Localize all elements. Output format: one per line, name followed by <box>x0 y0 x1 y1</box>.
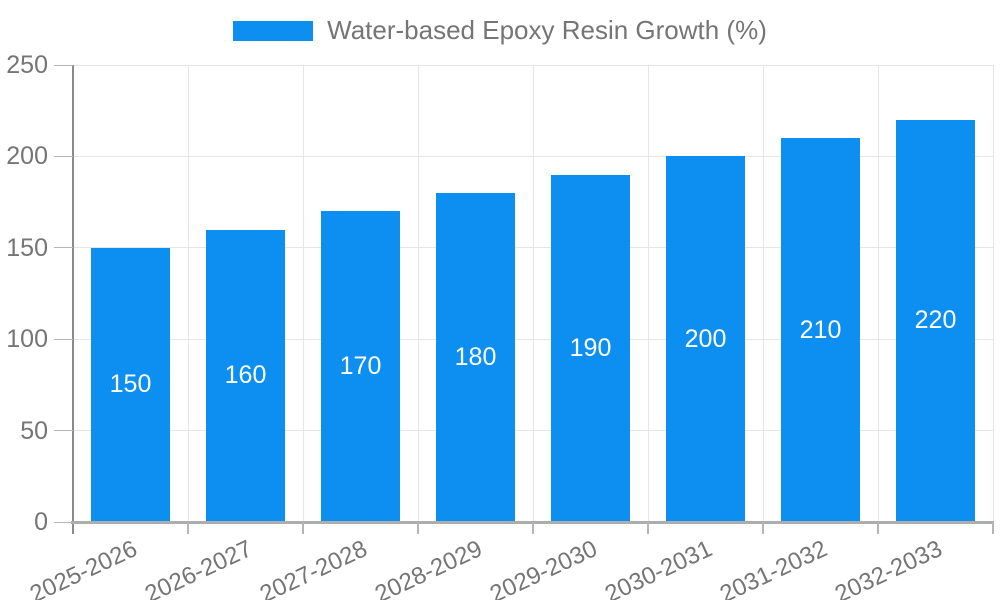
y-tick-mark <box>54 521 73 523</box>
bar[interactable]: 190 <box>551 174 630 522</box>
x-tick-mark <box>302 522 304 534</box>
bar[interactable]: 150 <box>91 247 170 522</box>
x-tick-mark <box>532 522 534 534</box>
bar[interactable]: 200 <box>666 156 745 522</box>
vertical-gridline <box>532 65 534 522</box>
y-axis-tick-label: 0 <box>34 508 48 536</box>
y-axis-tick-label: 150 <box>6 233 48 262</box>
x-tick-mark <box>877 522 879 534</box>
bar[interactable]: 170 <box>321 211 400 522</box>
y-axis-tick-label: 250 <box>6 51 48 79</box>
bar-value-label: 170 <box>339 352 382 381</box>
x-axis-category-label: 2029-2030 <box>485 535 602 600</box>
legend-swatch <box>233 20 314 41</box>
x-tick-mark <box>762 522 764 534</box>
bar[interactable]: 220 <box>896 119 975 522</box>
bar-value-label: 190 <box>569 333 612 362</box>
bar-value-label: 180 <box>454 342 497 371</box>
y-tick-mark <box>54 338 73 340</box>
vertical-gridline <box>877 65 879 522</box>
bar[interactable]: 180 <box>436 192 515 522</box>
x-axis-category-label: 2031-2032 <box>715 535 832 600</box>
x-axis-category-label: 2030-2031 <box>600 535 717 600</box>
vertical-gridline <box>647 65 649 522</box>
x-tick-mark <box>647 522 649 534</box>
bar[interactable]: 160 <box>206 229 285 522</box>
y-axis-tick-label: 50 <box>20 416 48 445</box>
x-axis-category-label: 2032-2033 <box>830 535 947 600</box>
x-axis-category-label: 2025-2026 <box>25 535 142 600</box>
y-axis-tick-label: 100 <box>6 325 48 354</box>
x-axis-category-label: 2026-2027 <box>140 535 257 600</box>
vertical-gridline <box>762 65 764 522</box>
bar-value-label: 220 <box>914 306 957 335</box>
bar-value-label: 150 <box>109 370 152 399</box>
bar-value-label: 210 <box>799 315 842 344</box>
bar-value-label: 160 <box>224 361 267 390</box>
y-tick-mark <box>54 430 73 432</box>
x-tick-mark <box>992 522 994 534</box>
vertical-gridline <box>302 65 304 522</box>
vertical-gridline <box>187 65 189 522</box>
x-axis-category-label: 2028-2029 <box>370 535 487 600</box>
bar-value-label: 200 <box>684 324 727 353</box>
vertical-gridline <box>992 65 994 522</box>
y-axis-line <box>72 65 74 534</box>
vertical-gridline <box>417 65 419 522</box>
legend[interactable]: Water-based Epoxy Resin Growth (%) <box>0 15 1000 46</box>
y-tick-mark <box>54 64 73 66</box>
bar[interactable]: 210 <box>781 138 860 522</box>
legend-label: Water-based Epoxy Resin Growth (%) <box>327 15 767 45</box>
y-tick-mark <box>54 247 73 249</box>
y-axis-tick-label: 200 <box>6 142 48 171</box>
x-tick-mark <box>417 522 419 534</box>
y-tick-mark <box>54 155 73 157</box>
x-axis-category-label: 2027-2028 <box>255 535 372 600</box>
x-tick-mark <box>187 522 189 534</box>
